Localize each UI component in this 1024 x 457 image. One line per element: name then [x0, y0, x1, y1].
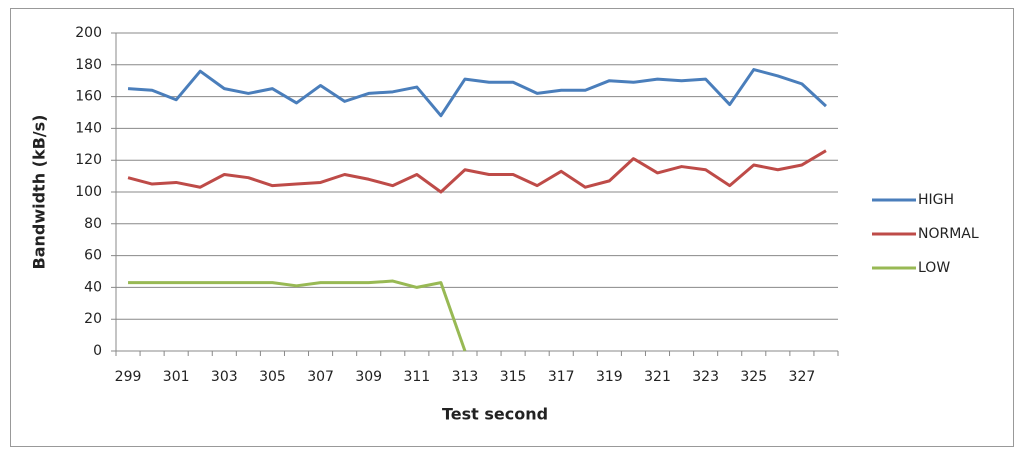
y-tick-label: 100 [75, 184, 102, 200]
y-axis-title: Bandwidth (kB/s) [30, 115, 49, 270]
x-tick-label: 319 [596, 369, 623, 385]
x-tick-label: 315 [500, 369, 527, 385]
x-tick-label: 327 [789, 369, 816, 385]
x-axis-title: Test second [442, 405, 548, 424]
y-tick-label: 60 [84, 248, 102, 264]
x-tick-label: 303 [211, 369, 238, 385]
y-tick-label: 40 [84, 279, 102, 295]
x-tick-label: 317 [548, 369, 575, 385]
y-tick-label: 80 [84, 216, 102, 232]
x-tick-label: 311 [403, 369, 430, 385]
x-tick-label: 313 [452, 369, 479, 385]
legend-label: NORMAL [918, 226, 979, 242]
x-tick-label: 309 [355, 369, 382, 385]
y-tick-label: 140 [75, 120, 102, 136]
x-tick-label: 305 [259, 369, 286, 385]
series-line [127, 149, 827, 194]
y-tick-label: 20 [84, 311, 102, 327]
x-tick-label: 325 [740, 369, 767, 385]
x-tick-label: 299 [115, 369, 142, 385]
y-tick-label: 200 [75, 25, 102, 41]
series-line [128, 279, 467, 352]
series-line [127, 68, 827, 118]
legend-label: LOW [918, 260, 950, 276]
y-tick-label: 180 [75, 57, 102, 73]
x-tick-label: 301 [163, 369, 190, 385]
y-tick-label: 120 [75, 152, 102, 168]
x-tick-label: 307 [307, 369, 334, 385]
legend-label: HIGH [918, 192, 954, 208]
y-tick-label: 0 [93, 343, 102, 359]
y-tick-label: 160 [75, 89, 102, 105]
x-tick-label: 323 [692, 369, 719, 385]
x-tick-label: 321 [644, 369, 671, 385]
